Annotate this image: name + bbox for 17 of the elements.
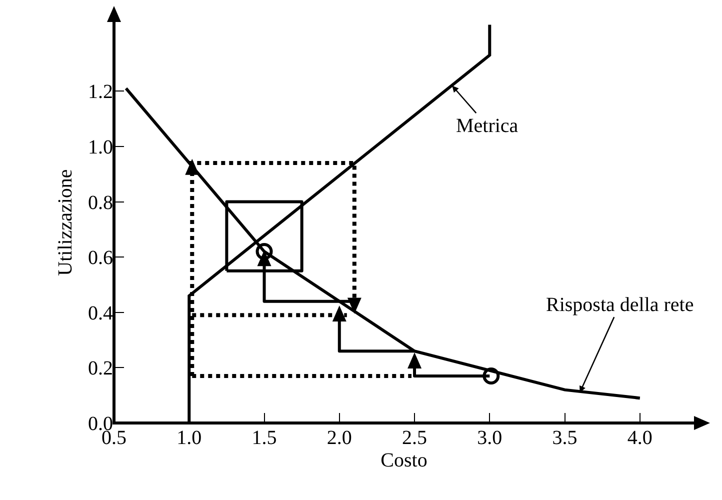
y-tick-label: 0.6 [88,247,113,270]
x-tick-label: 4.0 [627,427,652,449]
x-tick-label: 2.0 [326,427,352,449]
annotation: Risposta della rete [546,294,694,316]
y-tick-label: 1.2 [88,81,113,104]
x-tick-label: 3.5 [552,427,578,449]
x-tick-label: 3.0 [477,427,502,449]
y-tick-label: 1.0 [88,136,113,158]
x-tick-label: 1.5 [252,427,277,449]
y-tick-label: 0.8 [88,192,113,214]
x-tick-label: 1.0 [176,427,202,449]
x-axis-title: Costo [380,450,428,472]
x-tick-label: 2.5 [402,427,428,449]
y-tick-label: 0.2 [88,358,113,380]
y-tick-label: 0.4 [88,302,113,324]
y-axis-title: Utilizzazione [54,169,76,276]
annotation: Metrica [456,115,518,137]
